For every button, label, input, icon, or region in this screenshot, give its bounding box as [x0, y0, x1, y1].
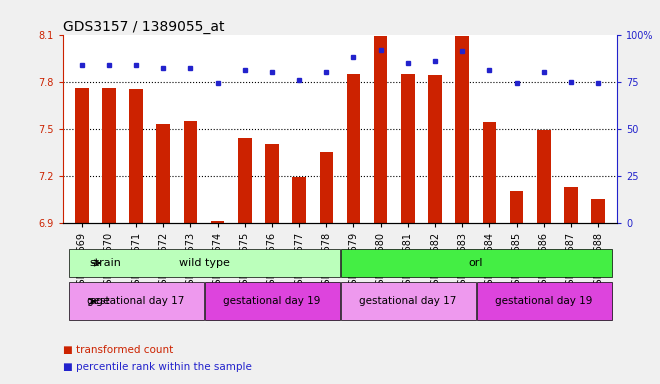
Bar — [482, 122, 496, 384]
Bar — [265, 144, 279, 384]
Text: strain: strain — [89, 258, 121, 268]
Bar — [292, 177, 306, 384]
Bar — [183, 121, 197, 384]
Text: age: age — [89, 296, 110, 306]
Text: GDS3157 / 1389055_at: GDS3157 / 1389055_at — [63, 20, 224, 33]
Bar — [346, 74, 360, 384]
Text: orl: orl — [469, 258, 483, 268]
Text: ■ percentile rank within the sample: ■ percentile rank within the sample — [63, 362, 251, 372]
Bar — [205, 283, 340, 320]
Bar — [102, 88, 115, 384]
Bar — [319, 152, 333, 384]
Text: wild type: wild type — [179, 258, 230, 268]
Bar — [455, 36, 469, 384]
Text: gestational day 19: gestational day 19 — [223, 296, 321, 306]
Bar — [238, 138, 251, 384]
Text: gestational day 19: gestational day 19 — [495, 296, 593, 306]
Bar — [401, 74, 414, 384]
Bar — [510, 191, 523, 384]
Bar — [477, 283, 612, 320]
Bar — [156, 124, 170, 384]
Bar — [428, 75, 442, 384]
Bar — [75, 88, 88, 384]
Bar — [591, 199, 605, 384]
Bar — [341, 283, 476, 320]
Text: gestational day 17: gestational day 17 — [359, 296, 457, 306]
Text: gestational day 17: gestational day 17 — [87, 296, 185, 306]
Bar — [69, 283, 204, 320]
Bar — [211, 221, 224, 384]
Bar — [69, 249, 340, 277]
Text: ■ transformed count: ■ transformed count — [63, 345, 173, 355]
Bar — [564, 187, 578, 384]
Bar — [129, 89, 143, 384]
Bar — [341, 249, 612, 277]
Bar — [537, 130, 550, 384]
Bar — [374, 36, 387, 384]
